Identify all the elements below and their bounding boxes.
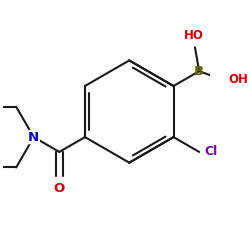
Text: HO: HO [184, 29, 204, 42]
Text: Cl: Cl [204, 146, 218, 158]
Text: OH: OH [228, 74, 248, 86]
Text: B: B [194, 65, 204, 78]
Text: O: O [54, 182, 65, 194]
Text: N: N [28, 130, 39, 143]
Text: N: N [28, 130, 39, 143]
